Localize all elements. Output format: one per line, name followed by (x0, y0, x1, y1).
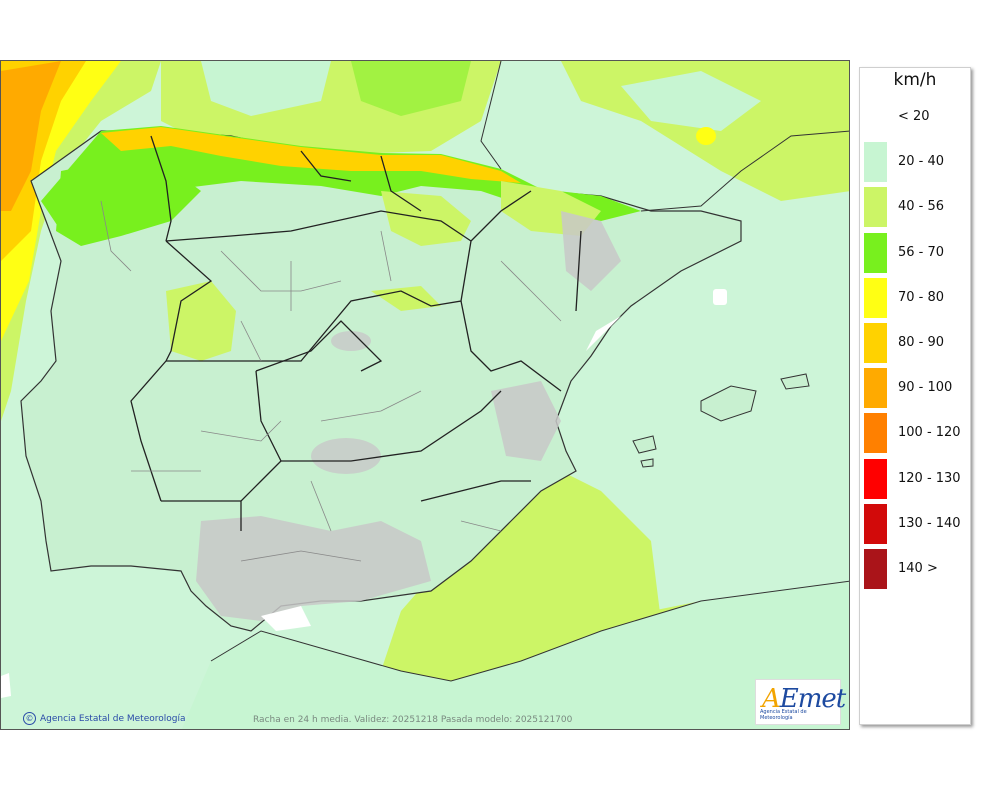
wind-zone-90-100 (1, 61, 61, 211)
wind-zone-cantabrian (41, 126, 641, 231)
legend-label: 40 - 56 (898, 199, 945, 215)
wind-zone-galicia (56, 161, 201, 246)
island-mallorca (700, 385, 757, 422)
logo-wordmark: AEmet (762, 684, 846, 714)
africa-coastline (210, 580, 849, 682)
calm-zone-malaga (261, 606, 311, 631)
map-canvas (1, 61, 849, 729)
legend-item: 140 > (860, 549, 970, 589)
legend-swatch (864, 503, 887, 544)
wind-zone-biscay-56-70 (351, 61, 471, 116)
copyright-icon: © (23, 712, 36, 725)
wind-zone-ebro (371, 286, 441, 311)
credit-text: Agencia Estatal de Meteorología (40, 713, 186, 724)
legend-label: 80 - 90 (898, 335, 945, 350)
wind-zone-leon (166, 281, 236, 361)
legend-swatch (864, 413, 887, 454)
relief-valencia (491, 381, 561, 461)
wind-zone-gulf-lion (696, 127, 716, 145)
legend-swatch (864, 277, 887, 318)
relief-betic (196, 516, 431, 621)
region-boundaries (130, 135, 582, 531)
legend-item: 120 - 130 (860, 458, 970, 499)
island-menorca (780, 373, 810, 390)
wind-legend: km/h < 20 20 - 40 40 - 56 56 - 70 70 - 80 80 … (859, 67, 971, 725)
legend-swatch (864, 97, 887, 137)
legend-item: 90 - 100 (860, 368, 970, 409)
wind-zone-cantabrian-80-90 (101, 127, 521, 183)
north-africa-land (181, 581, 849, 729)
legend-label: 120 - 130 (898, 470, 961, 486)
legend-label: 100 - 120 (898, 425, 961, 441)
legend-item: < 20 (860, 97, 970, 137)
legend-swatch (864, 142, 887, 183)
wind-zone-northeast-calm (621, 71, 761, 131)
legend-item: 130 - 140 (860, 503, 970, 544)
legend-swatch (864, 549, 887, 589)
logo-subtitle: Agencia Estatal de Meteorología (760, 709, 807, 721)
legend-item: 80 - 90 (860, 323, 970, 363)
aemet-logo: AEmet Agencia Estatal de Meteorología (755, 679, 846, 725)
legend-item: 100 - 120 (860, 413, 970, 454)
legend-unit: km/h (893, 70, 937, 90)
validity-text: Racha en 24 h media. Validez: 20251218 P… (253, 715, 573, 725)
france-atlantic-coastline (480, 61, 502, 170)
legend-swatch (864, 187, 887, 228)
legend-swatch (864, 323, 887, 363)
relief-iberian-ne (561, 211, 621, 291)
legend-swatch (864, 458, 887, 499)
wind-zone-biscay-calm (201, 61, 331, 116)
calm-zone-sea (713, 289, 727, 305)
island-ibiza (632, 435, 657, 454)
relief-sistema-central (331, 331, 371, 351)
calm-zone-edge (1, 673, 11, 698)
legend-item: 40 - 56 (860, 187, 970, 228)
island-formentera (640, 458, 654, 468)
legend-label: < 20 (898, 109, 930, 124)
legend-label: 70 - 80 (898, 289, 945, 305)
legend-label: 140 > (898, 561, 938, 576)
legend-item: 70 - 80 (860, 277, 970, 318)
legend-label: 90 - 100 (898, 380, 953, 396)
legend-item: 56 - 70 (860, 232, 970, 273)
wind-gust-map: © Agencia Estatal de Meteorología Racha … (0, 60, 850, 730)
legend-swatch (864, 232, 887, 273)
copyright-credit: © Agencia Estatal de Meteorología (23, 712, 186, 725)
relief-central (311, 438, 381, 474)
legend-label: 130 - 140 (898, 515, 961, 531)
legend-swatch (864, 368, 887, 409)
legend-item: 20 - 40 (860, 142, 970, 183)
legend-label: 20 - 40 (898, 154, 945, 170)
province-boundaries (100, 200, 562, 562)
france-coastline (640, 130, 849, 212)
calm-zone-ebro-delta (586, 316, 621, 351)
legend-label: 56 - 70 (898, 244, 945, 260)
